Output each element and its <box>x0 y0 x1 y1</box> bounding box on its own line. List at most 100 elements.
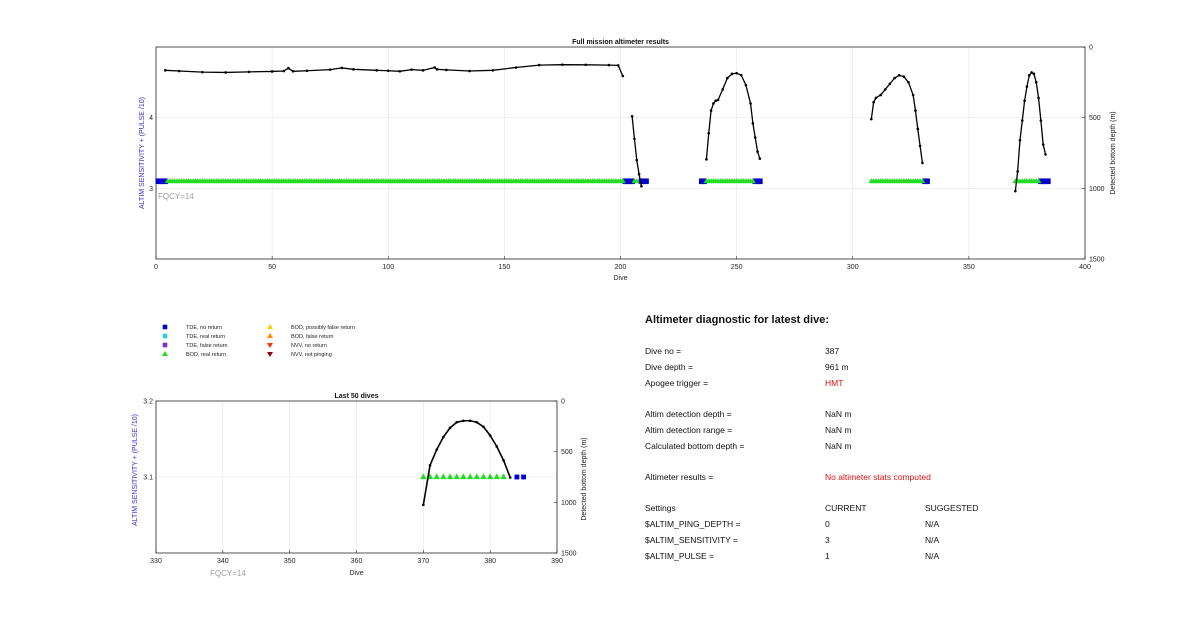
legend-label: TDE, real return <box>186 334 225 340</box>
bottom-depth-point <box>739 73 743 77</box>
x-tick-label: 400 <box>1079 264 1091 271</box>
bottom-depth-point <box>270 70 274 73</box>
bottom-depth-point <box>410 68 413 71</box>
bottom-depth-point <box>616 64 620 67</box>
legend-label: TDE, no return <box>186 325 222 331</box>
x-tick-label: 300 <box>847 264 859 271</box>
y-tick-label-left: 3.2 <box>143 399 153 406</box>
legend-marker-triangle-up <box>267 324 273 329</box>
settings-header-row: Settings CURRENT SUGGESTED <box>645 500 1185 516</box>
tde-no-return-marker <box>514 474 520 480</box>
bottom-depth-point <box>291 70 295 73</box>
bottom-depth-point <box>902 75 906 78</box>
bottom-depth-point <box>712 102 715 105</box>
top-chart-title: Full mission altimeter results <box>572 39 669 46</box>
bottom-depth-point <box>751 122 755 125</box>
bottom-depth-point <box>340 66 344 70</box>
current-header: CURRENT <box>825 503 867 513</box>
bottom-depth-point <box>716 98 720 102</box>
bod-real-return-marker <box>633 178 640 184</box>
bottom-depth-point <box>561 63 564 66</box>
legend-marker-square <box>162 324 168 330</box>
bottom-depth-point <box>435 68 439 71</box>
y-tick-label-left: 3.1 <box>143 475 153 482</box>
bottom-depth-point <box>421 69 425 72</box>
bottom-depth-point <box>893 76 896 80</box>
bottom-depth-point <box>584 63 587 67</box>
bottom-depth-point <box>918 144 922 148</box>
bottom-depth-point <box>1030 71 1033 74</box>
x-tick-label: 250 <box>731 264 743 271</box>
bottom-depth-point <box>537 63 541 67</box>
bottom-chart-ylabel: ALTIM SENSITIVITY + (PULSE /10) <box>132 414 139 526</box>
bottom-depth-line <box>422 419 511 506</box>
tde-no-return-marker <box>1045 178 1051 185</box>
bod-real-return-marker <box>453 473 460 480</box>
bottom-depth-point <box>709 109 713 112</box>
tde-no-return-marker <box>643 178 649 185</box>
calculated-bottom-depth-label: Calculated bottom depth = <box>645 441 745 451</box>
bottom-depth-point <box>247 70 251 74</box>
bottom-depth-point <box>282 69 286 73</box>
bottom-depth-point <box>883 88 887 91</box>
y-tick-label-right: 500 <box>561 449 573 456</box>
setting-name: $ALTIM_PULSE = <box>645 551 715 561</box>
legend: TDE, no return TDE, real return TDE, false… <box>162 324 355 358</box>
legend-marker-square <box>162 342 168 348</box>
altimeter-results-value: No altimeter stats computed <box>825 472 931 482</box>
setting-row: $ALTIM_SENSITIVITY = 3 N/A <box>645 532 1185 548</box>
dive-depth-label: Dive depth = <box>645 362 693 372</box>
altim-detection-depth-value: NaN m <box>825 409 852 419</box>
bottom-depth-point <box>1034 81 1038 84</box>
bottom-depth-point <box>907 81 910 84</box>
legend-marker-triangle-up <box>267 333 273 338</box>
x-tick-label: 340 <box>217 558 229 565</box>
bottom-depth-point <box>398 70 402 73</box>
y-tick-label-left: 3 <box>149 186 153 193</box>
bod-real-return-marker <box>750 178 756 184</box>
bottom-depth-point <box>637 172 641 176</box>
diagnostic-title: Altimeter diagnostic for latest dive: <box>645 314 829 326</box>
bottom-depth-point <box>482 425 485 429</box>
bottom-depth-point <box>1044 153 1047 156</box>
bottom-chart-fqcy-annotation: FQCY=14 <box>210 569 246 578</box>
bottom-depth-point <box>705 158 708 161</box>
bottom-chart-xlabel: Dive <box>349 570 363 577</box>
x-tick-label: 360 <box>351 558 363 565</box>
bottom-depth-point <box>758 157 762 160</box>
apogee-trigger-label: Apogee trigger = <box>645 378 709 388</box>
bod-real-return-marker <box>493 473 501 480</box>
bottom-depth-point <box>375 69 378 72</box>
bottom-depth-point <box>911 93 915 97</box>
legend-label: NVV, not pinging <box>291 352 332 358</box>
altim-detection-depth-row: Altim detection depth = NaN m <box>645 406 1185 422</box>
dive-depth-value: 961 m <box>825 362 849 372</box>
legend-marker-square <box>162 333 168 339</box>
bottom-depth-point <box>870 117 873 121</box>
bottom-depth-point <box>1041 143 1045 146</box>
suggested-header: SUGGESTED <box>925 503 979 513</box>
bottom-depth-point <box>735 71 738 75</box>
bottom-depth-point <box>201 70 204 74</box>
setting-row: $ALTIM_PING_DEPTH = 0 N/A <box>645 516 1185 532</box>
last-50-dives-chart: Last 50 dives 330 340 350 360 370 380 390 3.1 3.… <box>132 393 588 578</box>
x-tick-label: 0 <box>154 264 158 271</box>
altim-detection-depth-label: Altim detection depth = <box>645 409 732 419</box>
bottom-depth-point <box>916 127 920 131</box>
dive-no-value: 387 <box>825 346 840 356</box>
legend-label: NVV, no return <box>291 343 327 349</box>
legend-label: BOD, false return <box>291 334 334 340</box>
bottom-depth-point <box>753 136 757 139</box>
tde-no-return-marker <box>701 178 707 185</box>
bottom-depth-point <box>872 100 875 104</box>
bottom-depth-point <box>468 69 471 73</box>
legend-label: TDE, false return <box>186 343 228 349</box>
bottom-depth-point <box>468 419 472 423</box>
bottom-depth-point <box>888 82 892 86</box>
dive-depth-row: Dive depth = 961 m <box>645 359 1185 375</box>
bottom-depth-point <box>422 503 425 507</box>
top-chart-ylabel: ALTIM SENSITIVITY + (PULSE /10) <box>139 97 146 209</box>
bottom-depth-point <box>328 68 332 71</box>
setting-current: 1 <box>825 551 830 561</box>
tde-no-return-marker <box>629 178 635 185</box>
